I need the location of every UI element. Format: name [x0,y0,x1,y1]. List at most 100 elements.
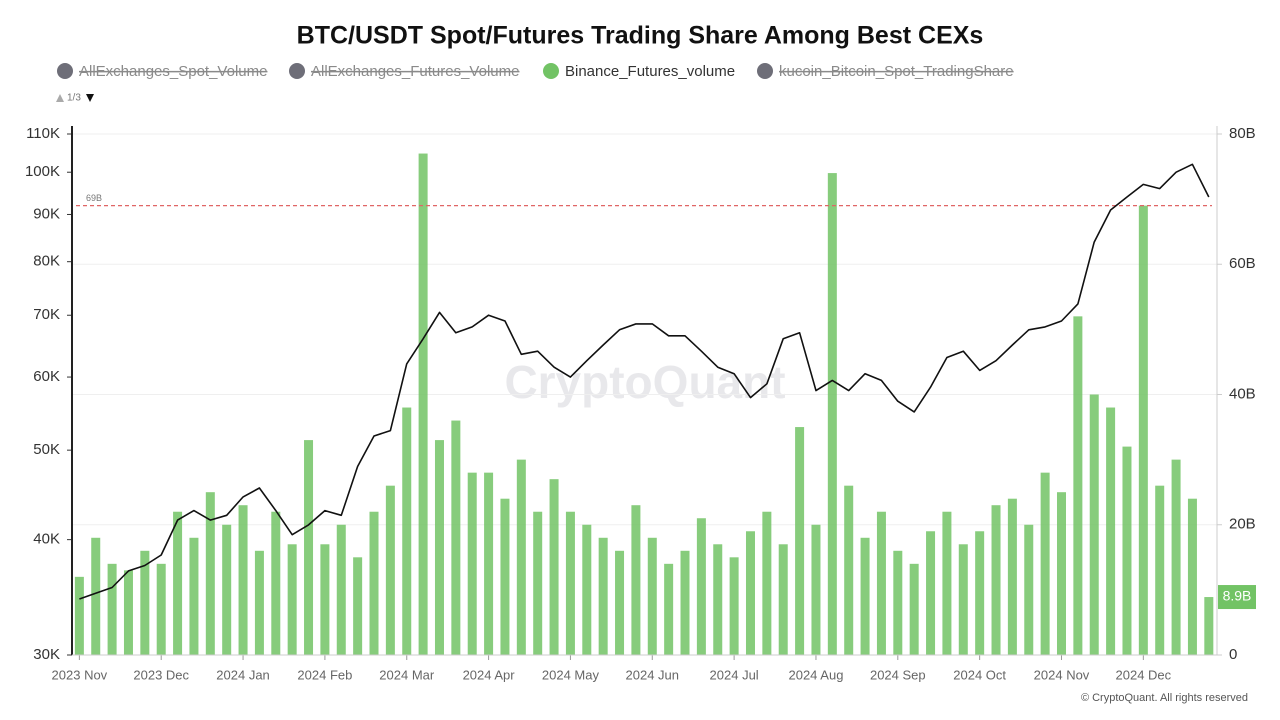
volume-bar [549,479,559,655]
y-tick-label: 50K [33,441,60,458]
volume-bar [1007,498,1017,655]
volume-bar [123,570,133,655]
volume-bar [189,537,199,655]
y-tick-label: 110K [26,125,60,142]
volume-bar [745,531,755,655]
x-tick-label: 2024 Apr [463,667,516,682]
volume-bar [565,511,575,655]
legend-marker[interactable] [57,63,73,79]
volume-bar [402,407,412,655]
y-tick-label: 40K [33,531,60,548]
x-tick-label: 2023 Nov [52,667,108,682]
volume-bar [1155,485,1165,655]
volume-bar [91,537,101,655]
x-tick-label: 2024 Jan [216,667,270,682]
y-tick-label: 100K [25,163,60,180]
volume-bar [958,544,968,655]
x-tick-label: 2024 Dec [1116,667,1172,682]
volume-bar [484,472,494,655]
y-tick-label: 80K [33,253,60,270]
volume-bar [827,173,837,655]
volume-bar [533,511,543,655]
y2-tick-label: 60B [1229,255,1256,272]
legend-next-page[interactable] [86,94,94,102]
volume-bar [385,485,395,655]
watermark: CryptoQuant [504,356,785,408]
x-tick-label: 2024 Nov [1034,667,1090,682]
volume-bar [320,544,330,655]
volume-bar [500,498,510,655]
volume-bar [238,505,248,655]
volume-bar [909,563,919,655]
x-tick-label: 2024 Sep [870,667,926,682]
volume-bar [664,563,674,655]
volume-bar [696,518,706,655]
volume-bar [434,440,444,655]
legend-prev-page[interactable] [56,94,64,102]
price-line [79,163,1210,600]
volume-bar [926,531,936,655]
legend-marker[interactable] [289,63,305,79]
value-label: 8.9B [1223,588,1252,604]
x-tick-label: 2024 May [542,667,600,682]
volume-bar [1106,407,1116,655]
volume-bar [1171,459,1181,655]
y-tick-label: 30K [33,646,60,663]
y2-tick-label: 20B [1229,516,1256,533]
volume-bar [582,524,592,655]
volume-bar [173,511,183,655]
volume-bar [369,511,379,655]
volume-bar [713,544,723,655]
volume-bar [778,544,788,655]
volume-bar [418,153,428,655]
volume-bar [222,524,232,655]
volume-bar [1024,524,1034,655]
legend-label[interactable]: AllExchanges_Spot_Volume [79,63,267,80]
volume-bar [467,472,477,655]
value-label-box [1218,585,1256,610]
volume-bar [140,550,150,655]
legend-marker[interactable] [543,63,559,79]
volume-bar [304,440,314,655]
volume-bar [598,537,608,655]
volume-bar [254,550,264,655]
volume-bar [353,557,363,655]
volume-bar [680,550,690,655]
volume-bar [74,576,84,655]
volume-bar [844,485,854,655]
volume-bar [811,524,821,655]
volume-bar [516,459,526,655]
volume-bar [451,420,461,655]
volume-bar [860,537,870,655]
x-tick-label: 2024 Feb [297,667,352,682]
y2-tick-label: 0 [1229,646,1237,663]
volume-bar [1073,316,1083,655]
volume-bar [205,492,215,655]
volume-bar [1138,205,1148,655]
volume-bar [975,531,985,655]
y-tick-label: 90K [33,205,60,222]
x-tick-label: 2024 Aug [788,667,843,682]
volume-bar [1089,394,1099,655]
volume-bar [1040,472,1050,655]
volume-bar [615,550,625,655]
volume-bar [287,544,297,655]
legend-label[interactable]: AllExchanges_Futures_Volume [311,63,519,80]
legend-page: 1/3 [67,93,81,104]
volume-bar [991,505,1001,655]
legend-marker[interactable] [757,63,773,79]
x-tick-label: 2024 Jul [710,667,759,682]
y-tick-label: 70K [33,306,60,323]
credit: © CryptoQuant. All rights reserved [1081,692,1248,704]
x-tick-label: 2024 Jun [626,667,680,682]
y2-tick-label: 80B [1229,125,1256,142]
volume-bar [1204,597,1214,655]
volume-bar [336,524,346,655]
volume-bar [876,511,886,655]
legend-label[interactable]: kucoin_Bitcoin_Spot_TradingShare [779,63,1014,80]
legend-label[interactable]: Binance_Futures_volume [565,63,735,80]
x-tick-label: 2023 Dec [133,667,189,682]
volume-bar [1187,498,1197,655]
volume-bar [893,550,903,655]
volume-bar [647,537,657,655]
